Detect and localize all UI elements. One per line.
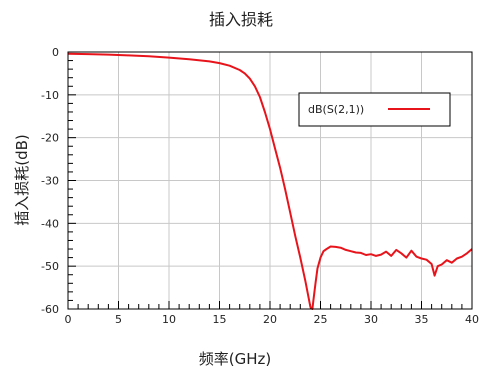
tick-labels: 0 5 10 15 20 25 30 35 40 0 -10 -20 -30 -40 -50 -60 <box>41 46 479 326</box>
legend: dB(S(2,1)) <box>298 92 451 127</box>
x-tick-label: 5 <box>115 313 122 326</box>
x-tick-label: 15 <box>213 313 227 326</box>
x-tick-label: 30 <box>364 313 378 326</box>
chart-title: 插入损耗 <box>209 10 273 29</box>
x-tick-label: 0 <box>65 313 72 326</box>
y-axis-title: 插入损耗(dB) <box>13 134 31 226</box>
x-tick-label: 25 <box>314 313 328 326</box>
y-tick-label: -40 <box>41 217 59 230</box>
x-tick-label: 10 <box>162 313 176 326</box>
ticks <box>67 51 473 310</box>
series-line <box>67 52 473 310</box>
x-tick-label: 40 <box>465 313 479 326</box>
y-tick-label: -20 <box>41 132 59 145</box>
series-layer <box>67 52 473 310</box>
x-tick-label: 35 <box>415 313 429 326</box>
y-tick-label: -30 <box>41 175 59 188</box>
plot-frame <box>67 51 473 310</box>
y-tick-label: -10 <box>41 89 59 102</box>
y-tick-label: 0 <box>52 46 59 59</box>
y-tick-label: -50 <box>41 260 59 273</box>
legend-label: dB(S(2,1)) <box>308 103 364 116</box>
grid <box>68 52 472 309</box>
x-tick-label: 20 <box>263 313 277 326</box>
x-axis-title: 频率(GHz) <box>199 350 271 368</box>
y-tick-label: -60 <box>41 303 59 316</box>
